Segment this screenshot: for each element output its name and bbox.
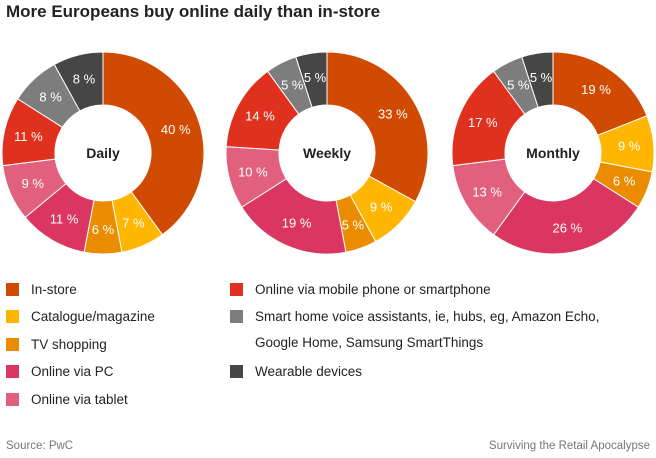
slice-value-label: 26 % — [553, 221, 583, 236]
legend-swatch — [230, 365, 243, 378]
slice-value-label: 11 % — [14, 129, 43, 144]
slice-value-label: 7 % — [122, 216, 145, 231]
legend-swatch — [6, 310, 19, 323]
legend-swatch — [230, 283, 243, 296]
legend-swatch — [6, 393, 19, 406]
credit-note: Surviving the Retail Apocalypse — [488, 440, 650, 452]
slice-value-label: 6 % — [613, 174, 636, 189]
slice-value-label: 40 % — [161, 122, 191, 137]
slice-value-label: 14 % — [245, 109, 275, 124]
legend-label: Wearable devices — [255, 364, 363, 379]
donut-slice — [552, 51, 648, 136]
legend-swatch — [6, 365, 19, 378]
chart-title: More Europeans buy online daily than in-… — [6, 2, 381, 21]
slice-value-label: 17 % — [468, 115, 498, 130]
slice-value-label: 8 % — [39, 90, 62, 105]
donut-slice — [241, 178, 347, 255]
legend-swatch — [230, 310, 243, 323]
donut-center-label: Daily — [86, 145, 120, 161]
donut-slice — [53, 51, 104, 112]
slice-value-label: 13 % — [472, 184, 502, 199]
slice-value-label: 9 % — [618, 138, 641, 153]
slice-value-label: 5 % — [281, 77, 304, 92]
donut-slice — [102, 51, 205, 236]
slice-value-label: 8 % — [73, 71, 96, 86]
slice-value-label: 5 % — [342, 217, 365, 232]
source-note: Source: PwC — [6, 440, 74, 452]
donut-charts: 40 % 7 % 6 % 11 % 9 % 11 % 8 % 8 % Daily 33 % 9 % 5… — [1, 51, 655, 255]
slice-value-label: 11 % — [50, 211, 79, 226]
legend-label: Online via tablet — [31, 392, 128, 407]
donut-slice — [492, 178, 639, 255]
legend-label-line2: Google Home, Samsung SmartThings — [255, 335, 484, 350]
slice-value-label: 5 % — [507, 77, 530, 92]
legend-label: Online via PC — [31, 364, 114, 379]
legend-label: Smart home voice assistants, ie, hubs, e… — [255, 309, 600, 324]
donut-center-label: Monthly — [526, 145, 580, 161]
donut-slice — [521, 51, 554, 108]
donut-center-label: Weekly — [303, 145, 351, 161]
donut-slice — [326, 51, 429, 203]
legend-label: In-store — [31, 282, 77, 297]
slice-value-label: 19 % — [581, 82, 611, 97]
legend-swatch — [6, 283, 19, 296]
legend-label: Catalogue/magazine — [31, 309, 155, 324]
legend-label: Online via mobile phone or smartphone — [255, 282, 491, 297]
slice-value-label: 9 % — [370, 200, 393, 215]
legend-swatch — [6, 338, 19, 351]
legend-label: TV shopping — [31, 337, 107, 352]
slice-value-label: 19 % — [282, 216, 312, 231]
slice-value-label: 10 % — [238, 165, 268, 180]
slice-value-label: 9 % — [22, 176, 45, 191]
slice-value-label: 6 % — [92, 222, 115, 237]
slice-value-label: 5 % — [530, 70, 553, 85]
slice-value-label: 33 % — [378, 107, 408, 122]
donut-slice — [295, 51, 328, 108]
slice-value-label: 5 % — [304, 70, 327, 85]
